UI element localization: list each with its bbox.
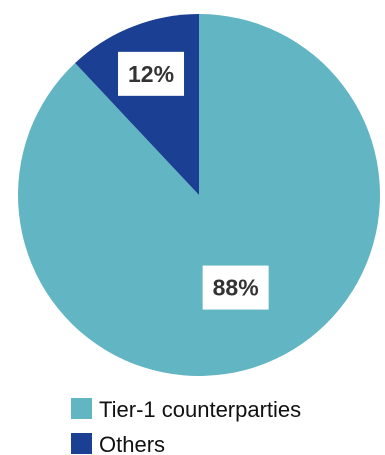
legend-item-tier-1-counterparties: Tier-1 counterparties <box>71 397 301 422</box>
pie-slices <box>17 14 381 376</box>
legend-label: Tier-1 counterparties <box>99 397 301 422</box>
data-label-tier-1-counterparties: 88% <box>202 265 269 310</box>
legend-swatch <box>71 398 92 419</box>
pie-slice-tier-1-counterparties <box>17 14 381 376</box>
legend-label: Others <box>99 432 165 455</box>
data-label-others: 12% <box>118 51 185 96</box>
data-label-text: 88% <box>213 275 259 301</box>
data-label-box <box>202 265 269 310</box>
data-label-box <box>118 51 185 96</box>
data-labels: 88% 12% <box>118 51 269 310</box>
legend-swatch <box>71 433 92 454</box>
legend: Tier-1 counterparties Others <box>71 397 301 455</box>
legend-item-others: Others <box>71 432 165 455</box>
data-label-text: 12% <box>128 61 174 87</box>
